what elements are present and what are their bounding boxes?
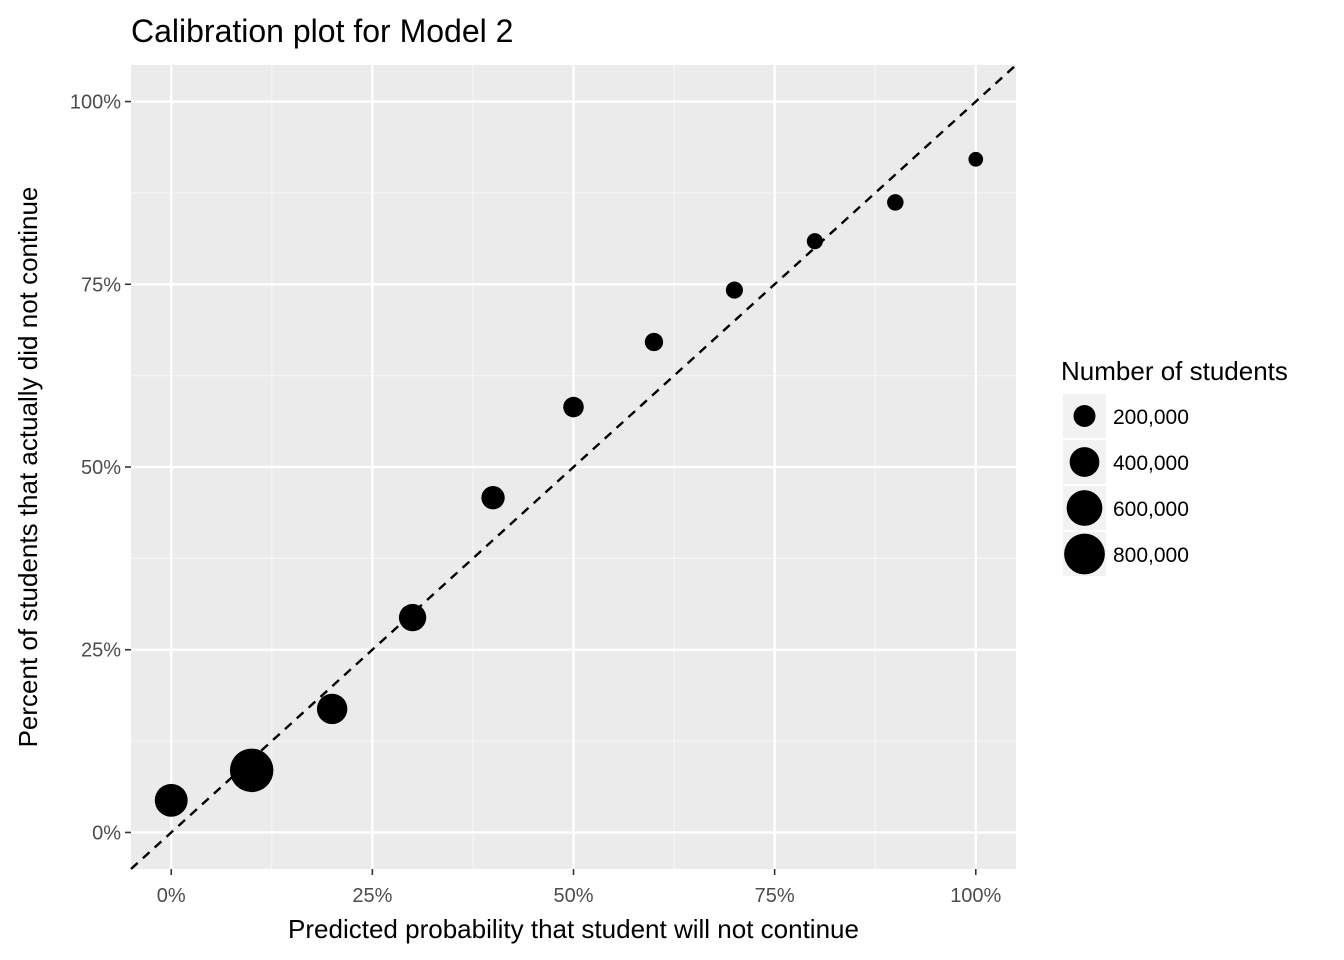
data-point [154, 783, 188, 817]
data-point [229, 748, 274, 793]
legend-label: 600,000 [1113, 498, 1189, 521]
data-point [644, 332, 664, 352]
data-point [316, 693, 348, 725]
legend-title: Number of students [1061, 356, 1288, 386]
y-axis-ticks: 0% 25% 50% 75% 100% [70, 92, 131, 844]
data-point [806, 233, 823, 250]
data-point [563, 396, 584, 418]
legend-key-point [1064, 533, 1105, 575]
x-tick-label: 25% [352, 885, 392, 907]
reference-line-layer [130, 64, 1017, 870]
data-point [887, 194, 904, 211]
reference-line [130, 64, 1017, 870]
size-legend: Number of students 200,000 400,000 600,000… [1061, 356, 1288, 576]
x-axis-ticks: 0% 25% 50% 75% 100% [157, 869, 1002, 907]
data-point [481, 486, 505, 510]
points-layer [154, 151, 984, 817]
legend-label: 200,000 [1113, 406, 1189, 429]
chart-title: Calibration plot for Model 2 [131, 13, 513, 49]
data-point [725, 281, 743, 299]
y-tick-label: 25% [81, 640, 121, 662]
legend-key-point [1066, 490, 1103, 526]
legend-key-point [1069, 447, 1100, 477]
legend-entries: 200,000 400,000 600,000 800,000 [1063, 394, 1189, 576]
y-tick-label: 100% [70, 92, 121, 114]
x-tick-label: 50% [553, 885, 593, 907]
x-tick-label: 75% [755, 885, 795, 907]
y-tick-label: 0% [92, 822, 121, 844]
data-point [968, 151, 984, 167]
x-tick-label: 100% [950, 885, 1001, 907]
x-axis-title: Predicted probability that student will … [288, 914, 859, 944]
data-point [398, 603, 427, 632]
legend-label: 400,000 [1113, 452, 1189, 475]
y-tick-label: 75% [81, 274, 121, 296]
y-tick-label: 50% [81, 457, 121, 479]
legend-key-point [1073, 405, 1096, 427]
legend-label: 800,000 [1113, 544, 1189, 567]
y-axis-title: Percent of students that actually did no… [13, 187, 43, 748]
x-tick-label: 0% [157, 885, 186, 907]
